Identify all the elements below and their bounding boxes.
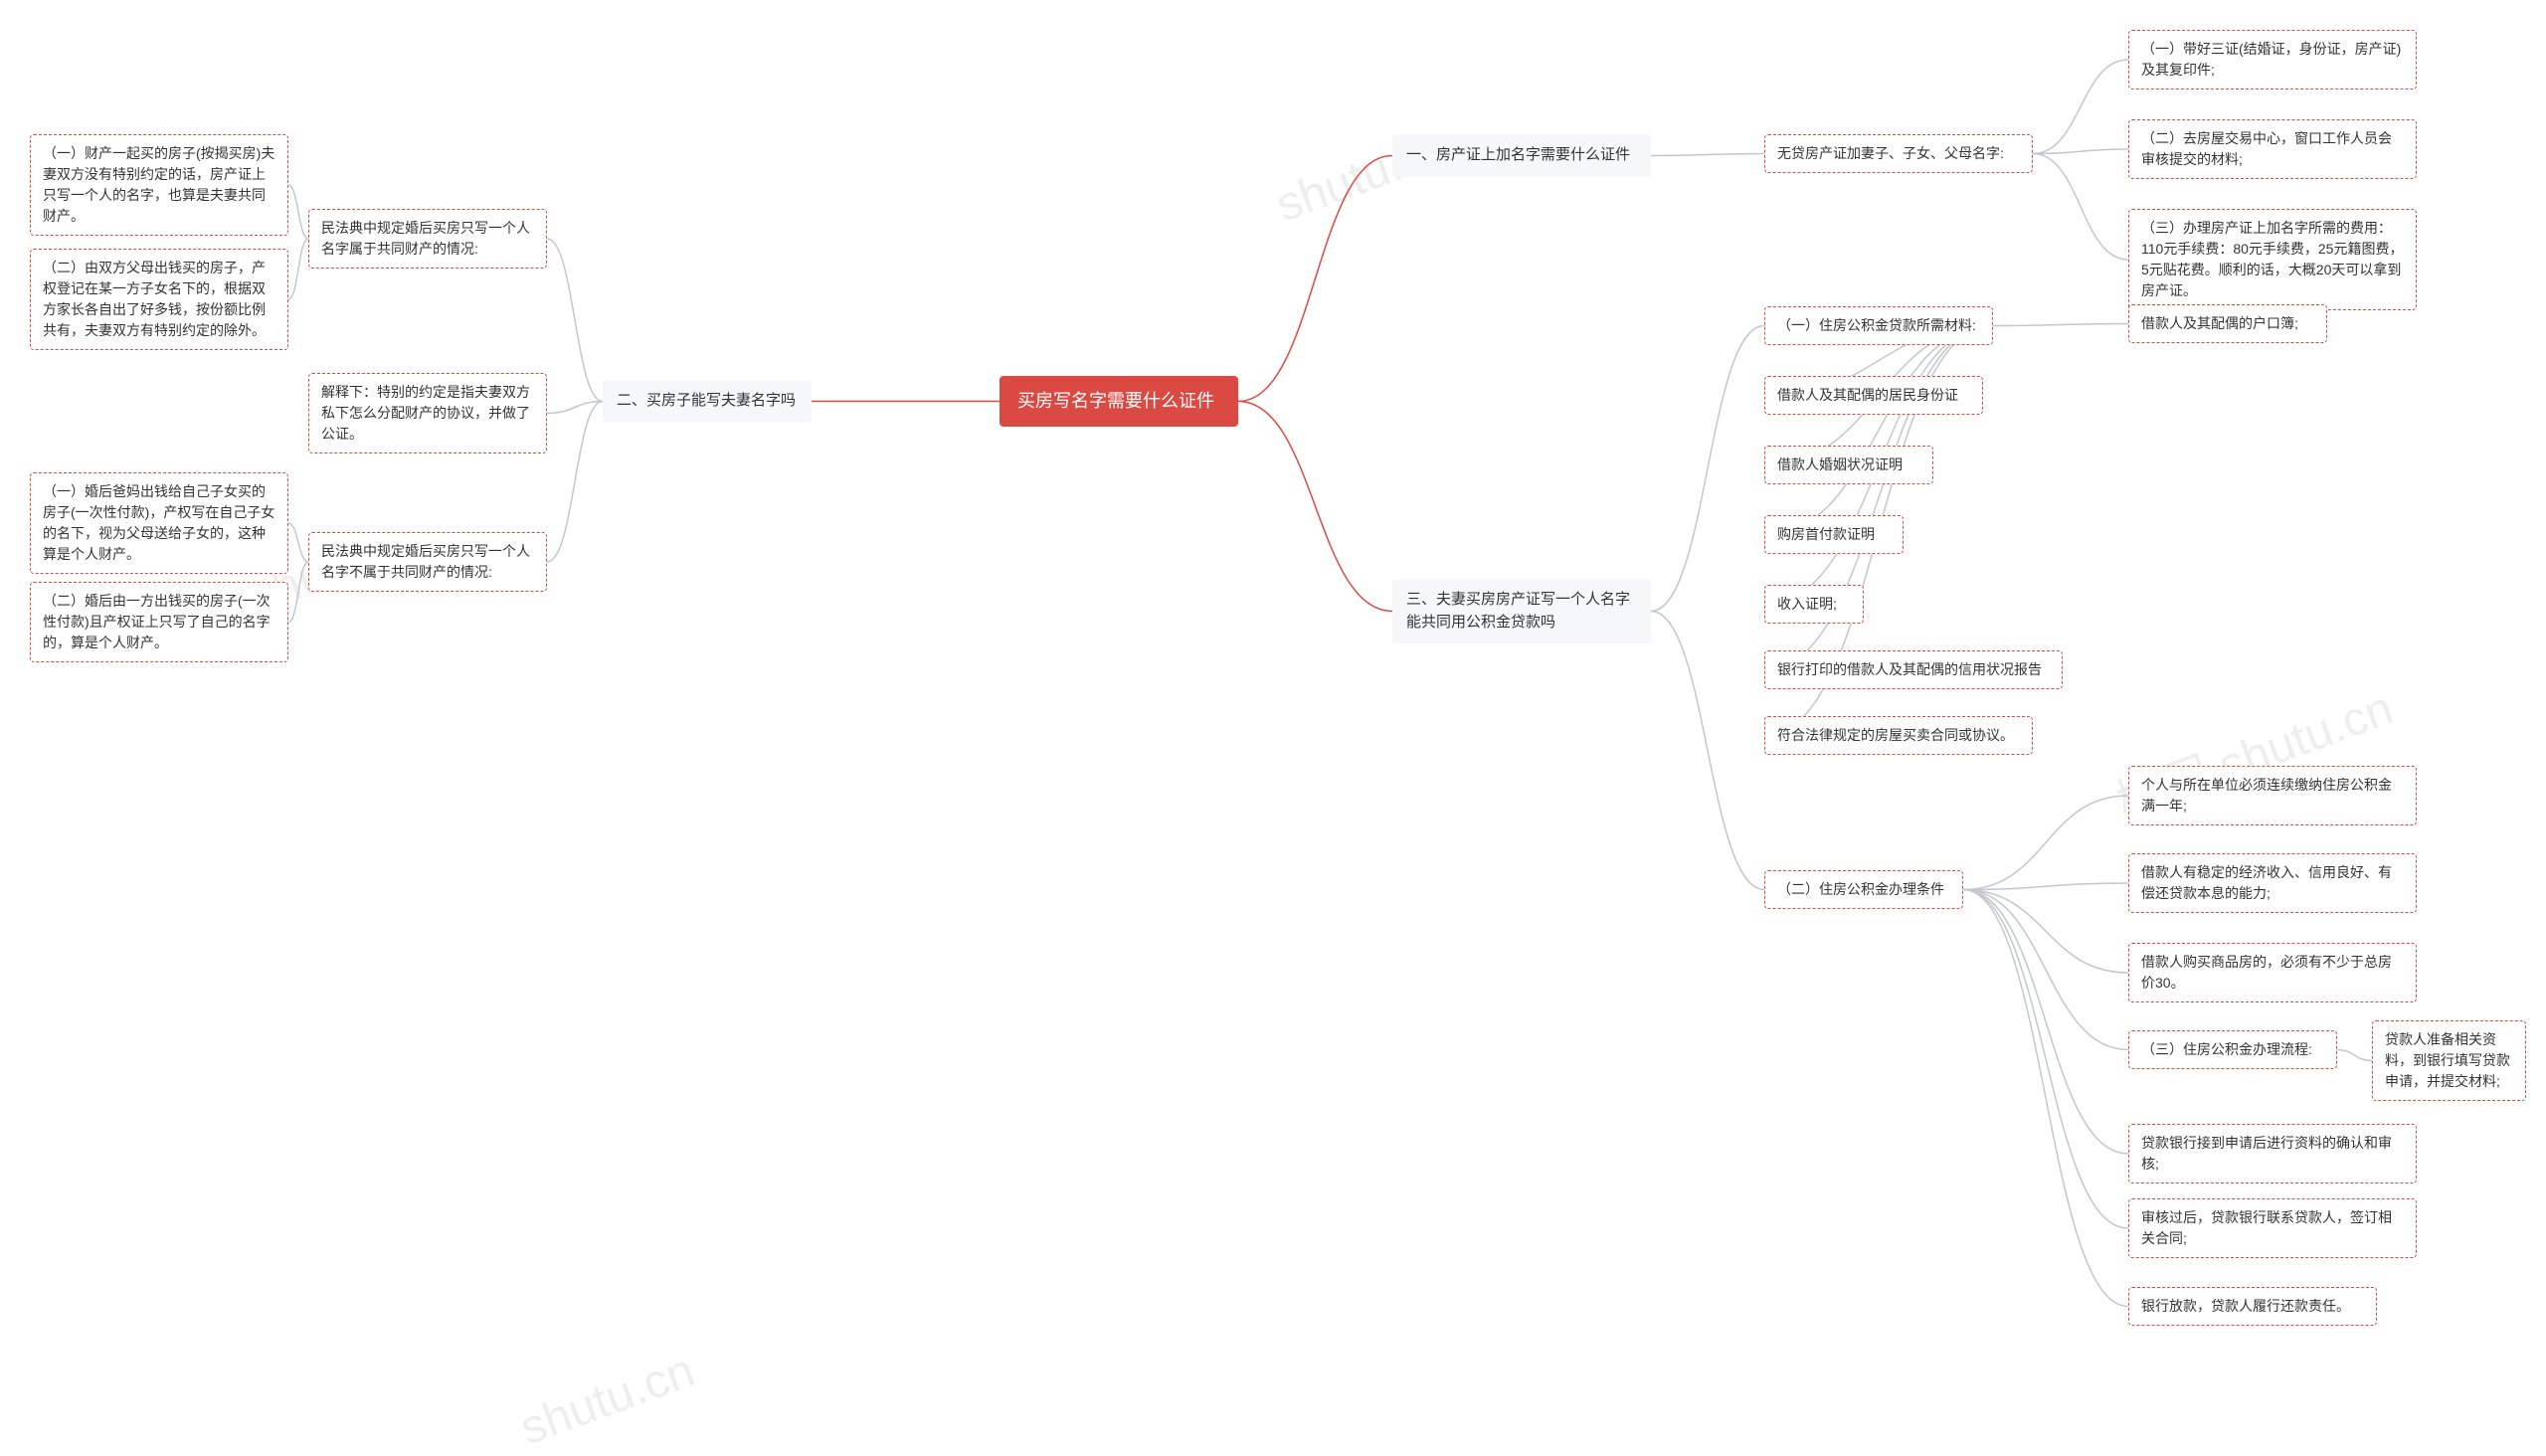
- root-node: 买房写名字需要什么证件: [1000, 376, 1238, 427]
- leaf-node: 银行放款，贷款人履行还款责任。: [2128, 1287, 2377, 1326]
- leaf-node: 借款人有稳定的经济收入、信用良好、有偿还贷款本息的能力;: [2128, 853, 2417, 913]
- leaf-node: （三）办理房产证上加名字所需的费用：110元手续费：80元手续费，25元籍图费，…: [2128, 209, 2417, 310]
- leaf-node: 借款人及其配偶的户口簿;: [2128, 304, 2327, 343]
- leaf-node: （一）带好三证(结婚证，身份证，房产证)及其复印件;: [2128, 30, 2417, 90]
- leaf-node: （二）去房屋交易中心，窗口工作人员会审核提交的材料;: [2128, 119, 2417, 179]
- leaf-node: 借款人及其配偶的居民身份证: [1764, 376, 1983, 415]
- leaf-node: 收入证明;: [1764, 585, 1864, 624]
- mid-node: 民法典中规定婚后买房只写一个人名字不属于共同财产的情况:: [308, 532, 547, 592]
- leaf-node: （二）由双方父母出钱买的房子，产权登记在某一方子女名下的，根据双方家长各自出了好…: [30, 249, 288, 350]
- leaf-node: （一）婚后爸妈出钱给自己子女买的房子(一次性付款)，产权写在自己子女的名下，视为…: [30, 472, 288, 574]
- mid-node: （一）住房公积金贷款所需材料:: [1764, 306, 1993, 345]
- leaf-node: 个人与所在单位必须连续缴纳住房公积金满一年;: [2128, 766, 2417, 825]
- leaf-node: 符合法律规定的房屋买卖合同或协议。: [1764, 716, 2033, 755]
- section-node: 二、买房子能写夫妻名字吗: [603, 380, 812, 423]
- mid-node: 解释下：特别的约定是指夫妻双方私下怎么分配财产的协议，并做了公证。: [308, 373, 547, 454]
- mid-node: 无贷房产证加妻子、子女、父母名字:: [1764, 134, 2033, 173]
- leaf-node: 贷款人准备相关资料，到银行填写贷款申请，并提交材料;: [2372, 1020, 2526, 1101]
- leaf-node: （一）财产一起买的房子(按揭买房)夫妻双方没有特别约定的话，房产证上只写一个人的…: [30, 134, 288, 236]
- leaf-node: 借款人购买商品房的，必须有不少于总房价30。: [2128, 943, 2417, 1002]
- leaf-node: 借款人婚姻状况证明: [1764, 446, 1933, 484]
- leaf-node: 购房首付款证明: [1764, 515, 1904, 554]
- section-node: 一、房产证上加名字需要什么证件: [1392, 134, 1651, 177]
- mid-node: （二）住房公积金办理条件: [1764, 870, 1963, 909]
- leaf-node: 银行打印的借款人及其配偶的信用状况报告: [1764, 650, 2063, 689]
- leaf-node: （三）住房公积金办理流程:: [2128, 1030, 2337, 1069]
- leaf-node: 审核过后，贷款银行联系贷款人，签订相关合同;: [2128, 1198, 2417, 1258]
- leaf-node: 贷款银行接到申请后进行资料的确认和审核;: [2128, 1124, 2417, 1183]
- leaf-node: （二）婚后由一方出钱买的房子(一次性付款)且产权证上只写了自己的名字的，算是个人…: [30, 582, 288, 662]
- mid-node: 民法典中规定婚后买房只写一个人名字属于共同财产的情况:: [308, 209, 547, 269]
- section-node: 三、夫妻买房房产证写一个人名字能共同用公积金贷款吗: [1392, 579, 1651, 643]
